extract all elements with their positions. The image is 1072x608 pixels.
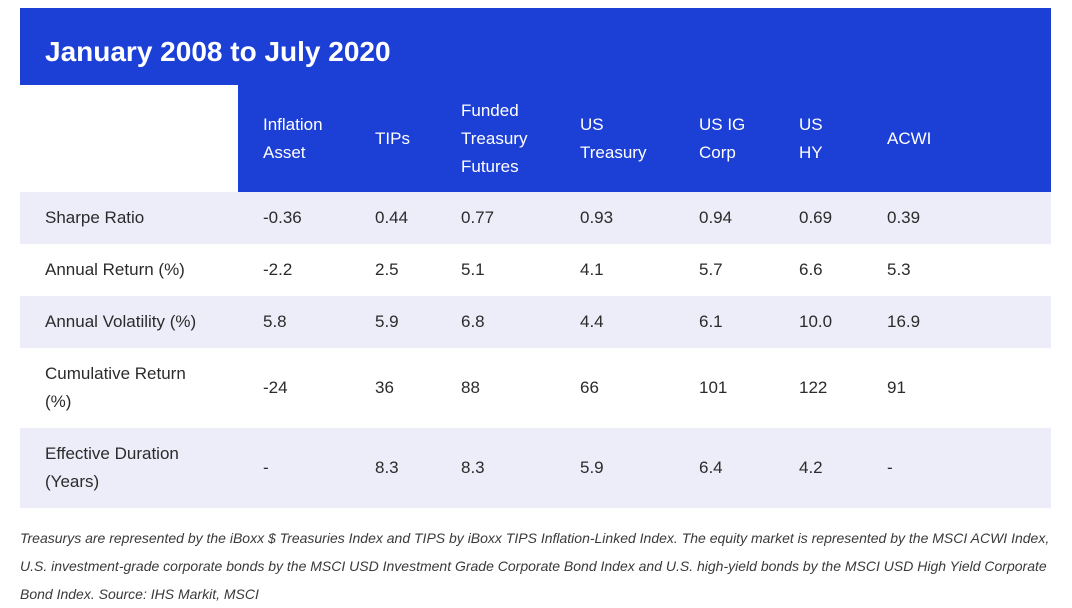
cell-us-treasury: 4.4: [555, 296, 674, 348]
cell-us-treasury: 4.1: [555, 244, 674, 296]
cell-acwi: 0.39: [862, 192, 1051, 244]
cell-us-ig-corp: 101: [674, 348, 774, 428]
row-label: Annual Volatility (%): [20, 296, 238, 348]
footnote: Treasurys are represented by the iBoxx $…: [20, 530, 1050, 602]
cell-funded-treasury-futures: 0.77: [436, 192, 555, 244]
cell-us-ig-corp: 6.4: [674, 428, 774, 508]
table-row: Cumulative Return (%) -24 36 88 66 101 122 91: [20, 348, 1051, 428]
cell-acwi: 5.3: [862, 244, 1051, 296]
cell-us-hy: 4.2: [774, 428, 862, 508]
cell-us-hy: 0.69: [774, 192, 862, 244]
cell-us-treasury: 0.93: [555, 192, 674, 244]
column-header-inflation-asset: Inflation Asset: [238, 85, 350, 192]
column-header-us-treasury: US Treasury: [555, 85, 674, 192]
cell-us-treasury: 5.9: [555, 428, 674, 508]
cell-tips: 5.9: [350, 296, 436, 348]
cell-us-ig-corp: 5.7: [674, 244, 774, 296]
cell-us-ig-corp: 6.1: [674, 296, 774, 348]
panel-title: January 2008 to July 2020: [20, 8, 1051, 85]
column-header-us-ig-corp: US IG Corp: [674, 85, 774, 192]
cell-us-hy: 10.0: [774, 296, 862, 348]
cell-funded-treasury-futures: 6.8: [436, 296, 555, 348]
performance-panel: January 2008 to July 2020 Inflation Asset…: [20, 8, 1051, 508]
cell-inflation-asset: -: [238, 428, 350, 508]
cell-acwi: 16.9: [862, 296, 1051, 348]
cell-acwi: -: [862, 428, 1051, 508]
cell-us-ig-corp: 0.94: [674, 192, 774, 244]
cell-inflation-asset: -24: [238, 348, 350, 428]
cell-us-treasury: 66: [555, 348, 674, 428]
table-row: Sharpe Ratio -0.36 0.44 0.77 0.93 0.94 0.69 0.3…: [20, 192, 1051, 244]
cell-inflation-asset: -0.36: [238, 192, 350, 244]
column-header-tips: TIPs: [350, 85, 436, 192]
row-label: Cumulative Return (%): [20, 348, 238, 428]
column-header-acwi: ACWI: [862, 85, 1051, 192]
cell-tips: 8.3: [350, 428, 436, 508]
table-row: Annual Volatility (%) 5.8 5.9 6.8 4.4 6.1 10.0…: [20, 296, 1051, 348]
cell-tips: 2.5: [350, 244, 436, 296]
cell-tips: 0.44: [350, 192, 436, 244]
cell-acwi: 91: [862, 348, 1051, 428]
table-header-row: Inflation Asset TIPs Funded Treasury Future…: [20, 85, 1051, 192]
table-row: Annual Return (%) -2.2 2.5 5.1 4.1 5.7 6.6 5.3: [20, 244, 1051, 296]
column-header-funded-treasury-futures: Funded Treasury Futures: [436, 85, 555, 192]
header-blank-cell: [20, 85, 238, 192]
cell-inflation-asset: -2.2: [238, 244, 350, 296]
table-row: Effective Duration (Years) -8.3 8.3 5.9 6.4 4.…: [20, 428, 1051, 508]
metrics-table: Inflation Asset TIPs Funded Treasury Future…: [20, 85, 1051, 508]
table-body: Sharpe Ratio -0.36 0.44 0.77 0.93 0.94 0.69 0.3…: [20, 192, 1051, 508]
cell-funded-treasury-futures: 88: [436, 348, 555, 428]
row-label: Sharpe Ratio: [20, 192, 238, 244]
cell-inflation-asset: 5.8: [238, 296, 350, 348]
cell-funded-treasury-futures: 5.1: [436, 244, 555, 296]
cell-us-hy: 122: [774, 348, 862, 428]
row-label: Effective Duration (Years): [20, 428, 238, 508]
row-label: Annual Return (%): [20, 244, 238, 296]
cell-funded-treasury-futures: 8.3: [436, 428, 555, 508]
cell-tips: 36: [350, 348, 436, 428]
cell-us-hy: 6.6: [774, 244, 862, 296]
column-header-us-hy: US HY: [774, 85, 862, 192]
